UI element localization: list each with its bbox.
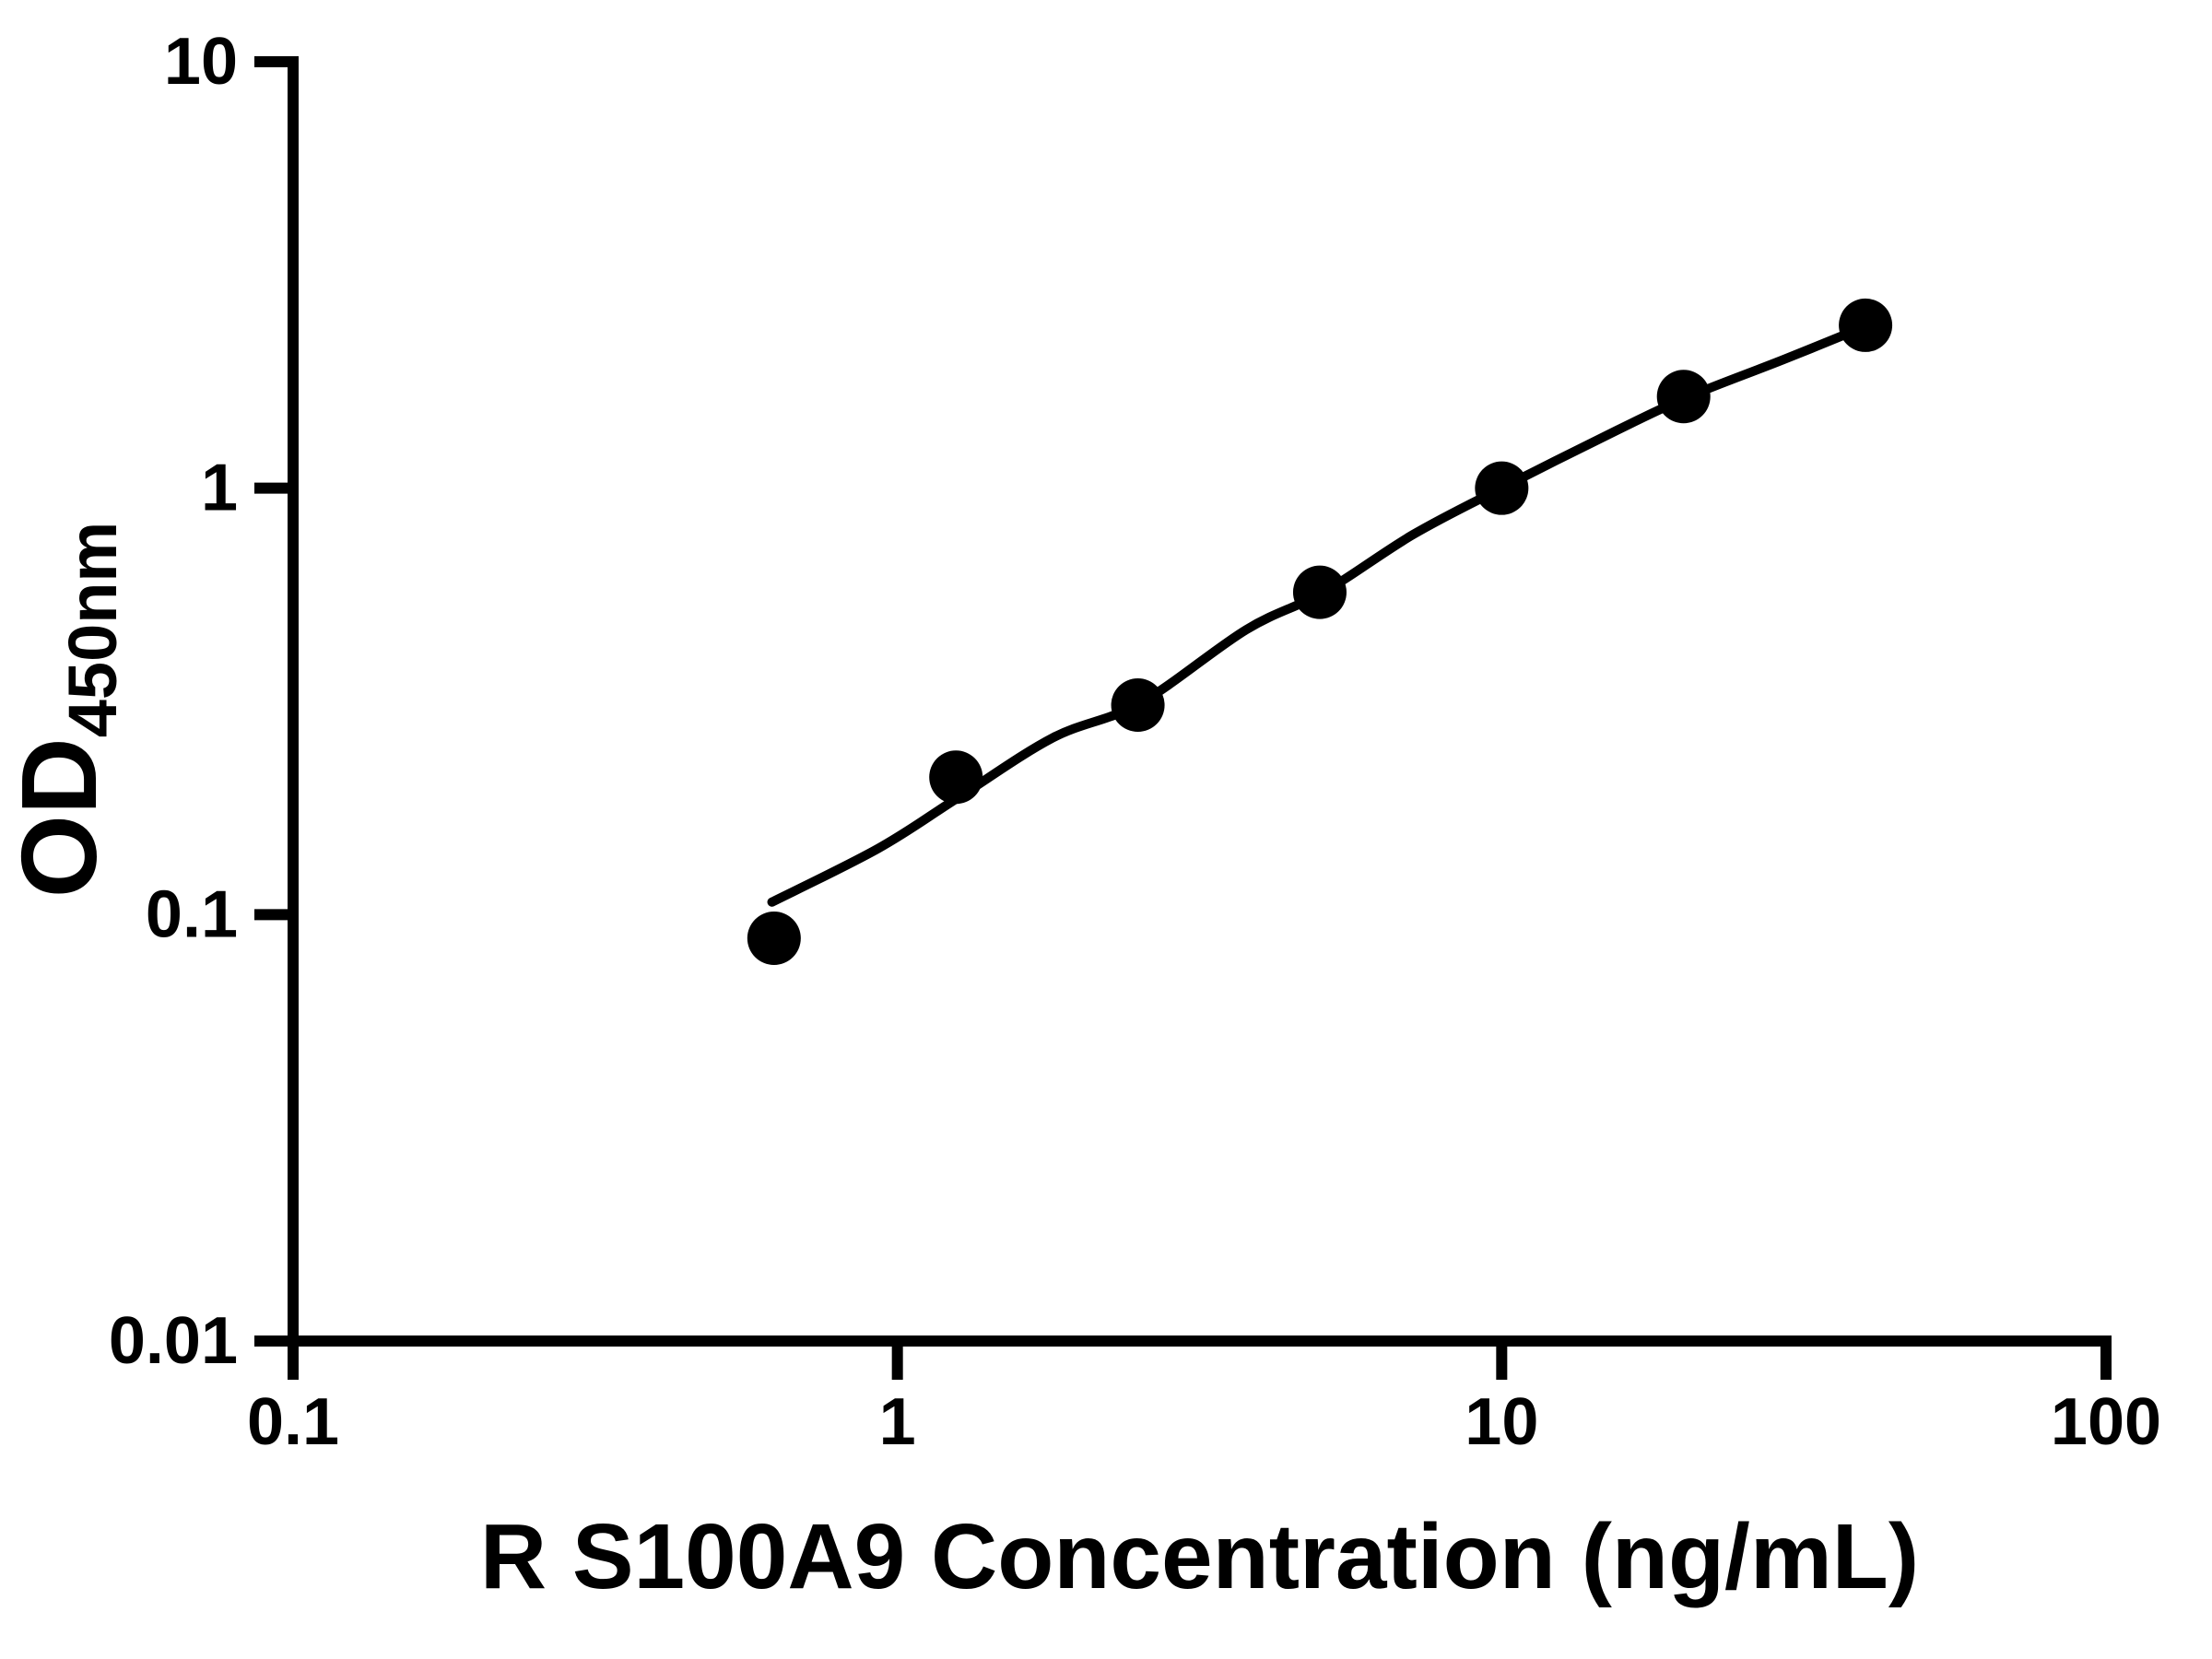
- x-tick-label: 100: [2051, 1385, 2161, 1459]
- data-point: [1475, 461, 1529, 515]
- y-tick-label: 10: [164, 25, 238, 99]
- data-point: [929, 750, 983, 805]
- data-point: [1292, 565, 1347, 619]
- data-point: [1839, 298, 1893, 352]
- y-axis-title-main: OD: [0, 737, 119, 899]
- data-point: [1656, 370, 1711, 424]
- y-axis-title: OD450nm: [0, 522, 131, 898]
- x-axis-title: R S100A9 Concentration (ng/mL): [479, 1505, 1920, 1608]
- data-point: [747, 912, 801, 966]
- x-tick-label: 10: [1465, 1385, 1538, 1459]
- y-tick-label: 0.1: [146, 877, 238, 951]
- y-tick-label: 0.01: [109, 1304, 238, 1378]
- x-tick-label: 1: [879, 1385, 916, 1459]
- y-axis-title-subscript: 450nm: [54, 521, 131, 738]
- data-point: [1111, 677, 1165, 732]
- y-tick-label: 1: [201, 452, 238, 525]
- x-tick-label: 0.1: [247, 1385, 339, 1459]
